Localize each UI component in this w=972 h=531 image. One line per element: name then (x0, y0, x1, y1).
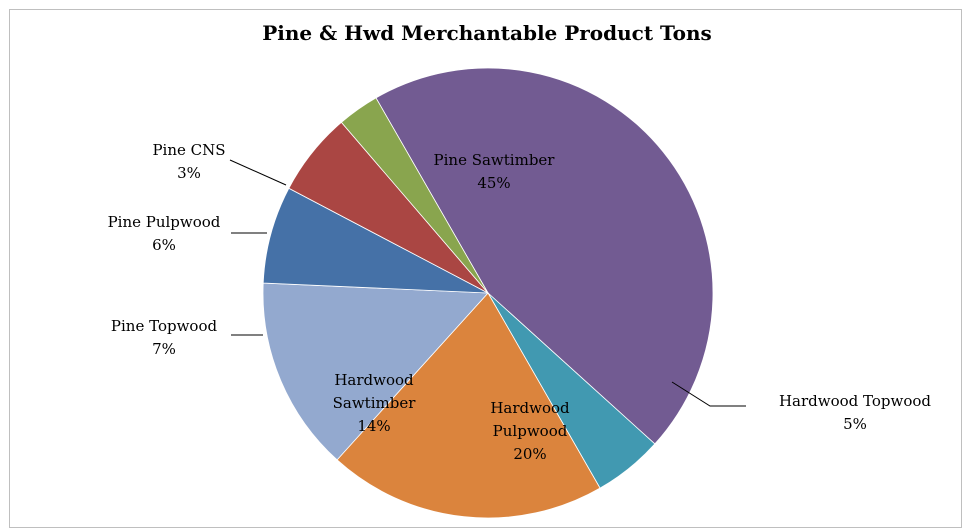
data-label-hardwood-pulpwood: Hardwood Pulpwood 20% (490, 399, 570, 463)
chart-area: Pine & Hwd Merchantable Product Tons Pin… (9, 9, 962, 528)
pie-slice-pine-cns (340, 97, 489, 294)
pie-slices (262, 67, 714, 519)
leader-line-pine-cns (229, 159, 287, 186)
data-label-pine-cns: Pine CNS 3% (152, 141, 225, 182)
data-label-pine-topwood: Pine Topwood 7% (111, 317, 218, 358)
leader-line-hardwood-topwood (671, 381, 746, 407)
data-label-hardwood-topwood: Hardwood Topwood 5% (779, 392, 931, 433)
leader-lines (229, 159, 746, 407)
chart-title: Pine & Hwd Merchantable Product Tons (262, 21, 712, 45)
data-label-pine-sawtimber: Pine Sawtimber 45% (434, 151, 556, 192)
data-labels: Pine Sawtimber 45% Hardwood Topwood 5% Hardw… (108, 141, 932, 463)
pie-slice-pine-sawtimber (375, 67, 714, 445)
data-label-hardwood-sawtimber: Hardwood Sawtimber 14% (333, 371, 417, 435)
pie-slice-hardwood-sawtimber (262, 282, 489, 461)
pie-slice-hardwood-pulpwood (336, 292, 601, 519)
data-label-pine-pulpwood: Pine Pulpwood 6% (108, 213, 221, 254)
pie-chart: Pine & Hwd Merchantable Product Tons Pin… (108, 21, 932, 519)
